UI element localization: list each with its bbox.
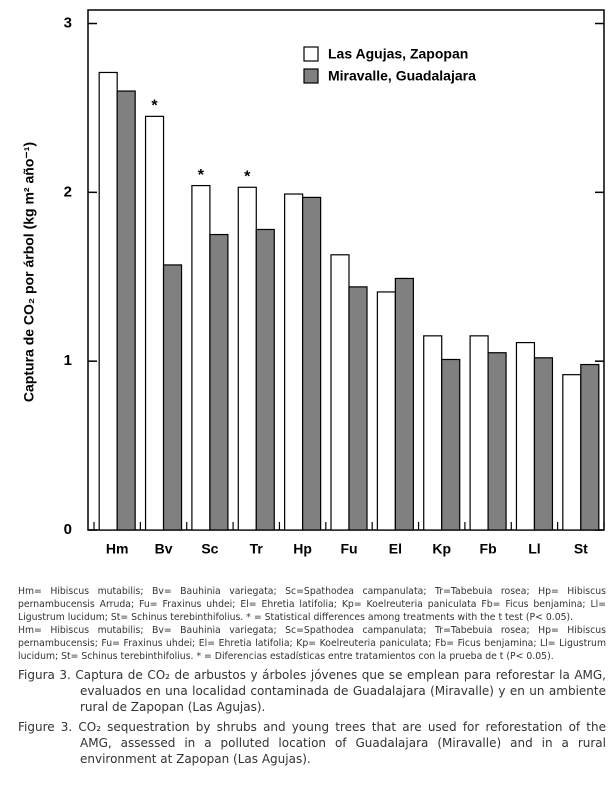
bar: [116, 90, 136, 531]
caption: Hm= Hibiscus mutabilis; Bv= Bauhinia var…: [18, 585, 606, 767]
x-tick-label: Fu: [340, 541, 357, 557]
x-tick-label: Ll: [528, 541, 540, 557]
x-tick-label: Bv: [155, 541, 173, 557]
bar: [487, 352, 507, 531]
bar: [348, 286, 368, 531]
bar: [562, 374, 582, 531]
bar: [162, 264, 183, 531]
x-tick-label: Fb: [480, 541, 497, 557]
caption-es: Figura 3. Captura de CO₂ de arbustos y á…: [18, 668, 606, 714]
legend-label: Las Agujas, Zapopan: [328, 46, 468, 62]
x-tick-label: Hp: [293, 541, 312, 557]
bar: [237, 186, 257, 531]
x-tick-label: Tr: [250, 541, 264, 557]
bar: [394, 277, 414, 531]
annotation: *: [151, 98, 158, 115]
bar: [533, 357, 554, 531]
legend-swatch: [303, 68, 319, 84]
bar: [144, 115, 165, 531]
bar: [330, 254, 350, 531]
bar: [255, 228, 275, 531]
annotation: *: [198, 167, 205, 184]
annotation: *: [244, 168, 251, 185]
abbreviations-en: Hm= Hibiscus mutabilis; Bv= Bauhinia var…: [18, 586, 606, 623]
y-axis-label: Captura de CO₂ por árbol (kg m² año⁻¹): [21, 142, 37, 402]
caption-en: Figure 3. CO₂ sequestration by shrubs an…: [18, 720, 606, 766]
abbreviations-es: Hm= Hibiscus mutabilis; Bv= Bauhinia var…: [18, 625, 606, 662]
chart: Captura de CO₂ por árbol (kg m² año⁻¹) 0…: [21, 9, 605, 557]
bar: [515, 341, 536, 531]
bar: [284, 193, 304, 531]
bar: [423, 335, 443, 531]
y-tick-label: 2: [64, 183, 72, 200]
bar: [209, 233, 229, 531]
y-tick-label: 3: [64, 14, 72, 31]
bar: [580, 363, 600, 531]
bar: [302, 196, 322, 531]
x-tick-label: El: [389, 541, 402, 557]
bar: [191, 184, 211, 531]
y-tick-label: 0: [64, 521, 72, 538]
bar: [376, 291, 396, 531]
x-tick-label: Hm: [106, 541, 129, 557]
y-tick-label: 1: [64, 352, 72, 369]
x-tick-label: Sc: [201, 541, 218, 557]
bar: [441, 358, 461, 531]
legend-swatch: [303, 46, 319, 62]
x-tick-label: St: [574, 541, 588, 557]
x-tick-label: Kp: [432, 541, 451, 557]
bar: [469, 335, 489, 531]
bar: [98, 71, 118, 531]
legend-label: Miravalle, Guadalajara: [328, 68, 476, 84]
